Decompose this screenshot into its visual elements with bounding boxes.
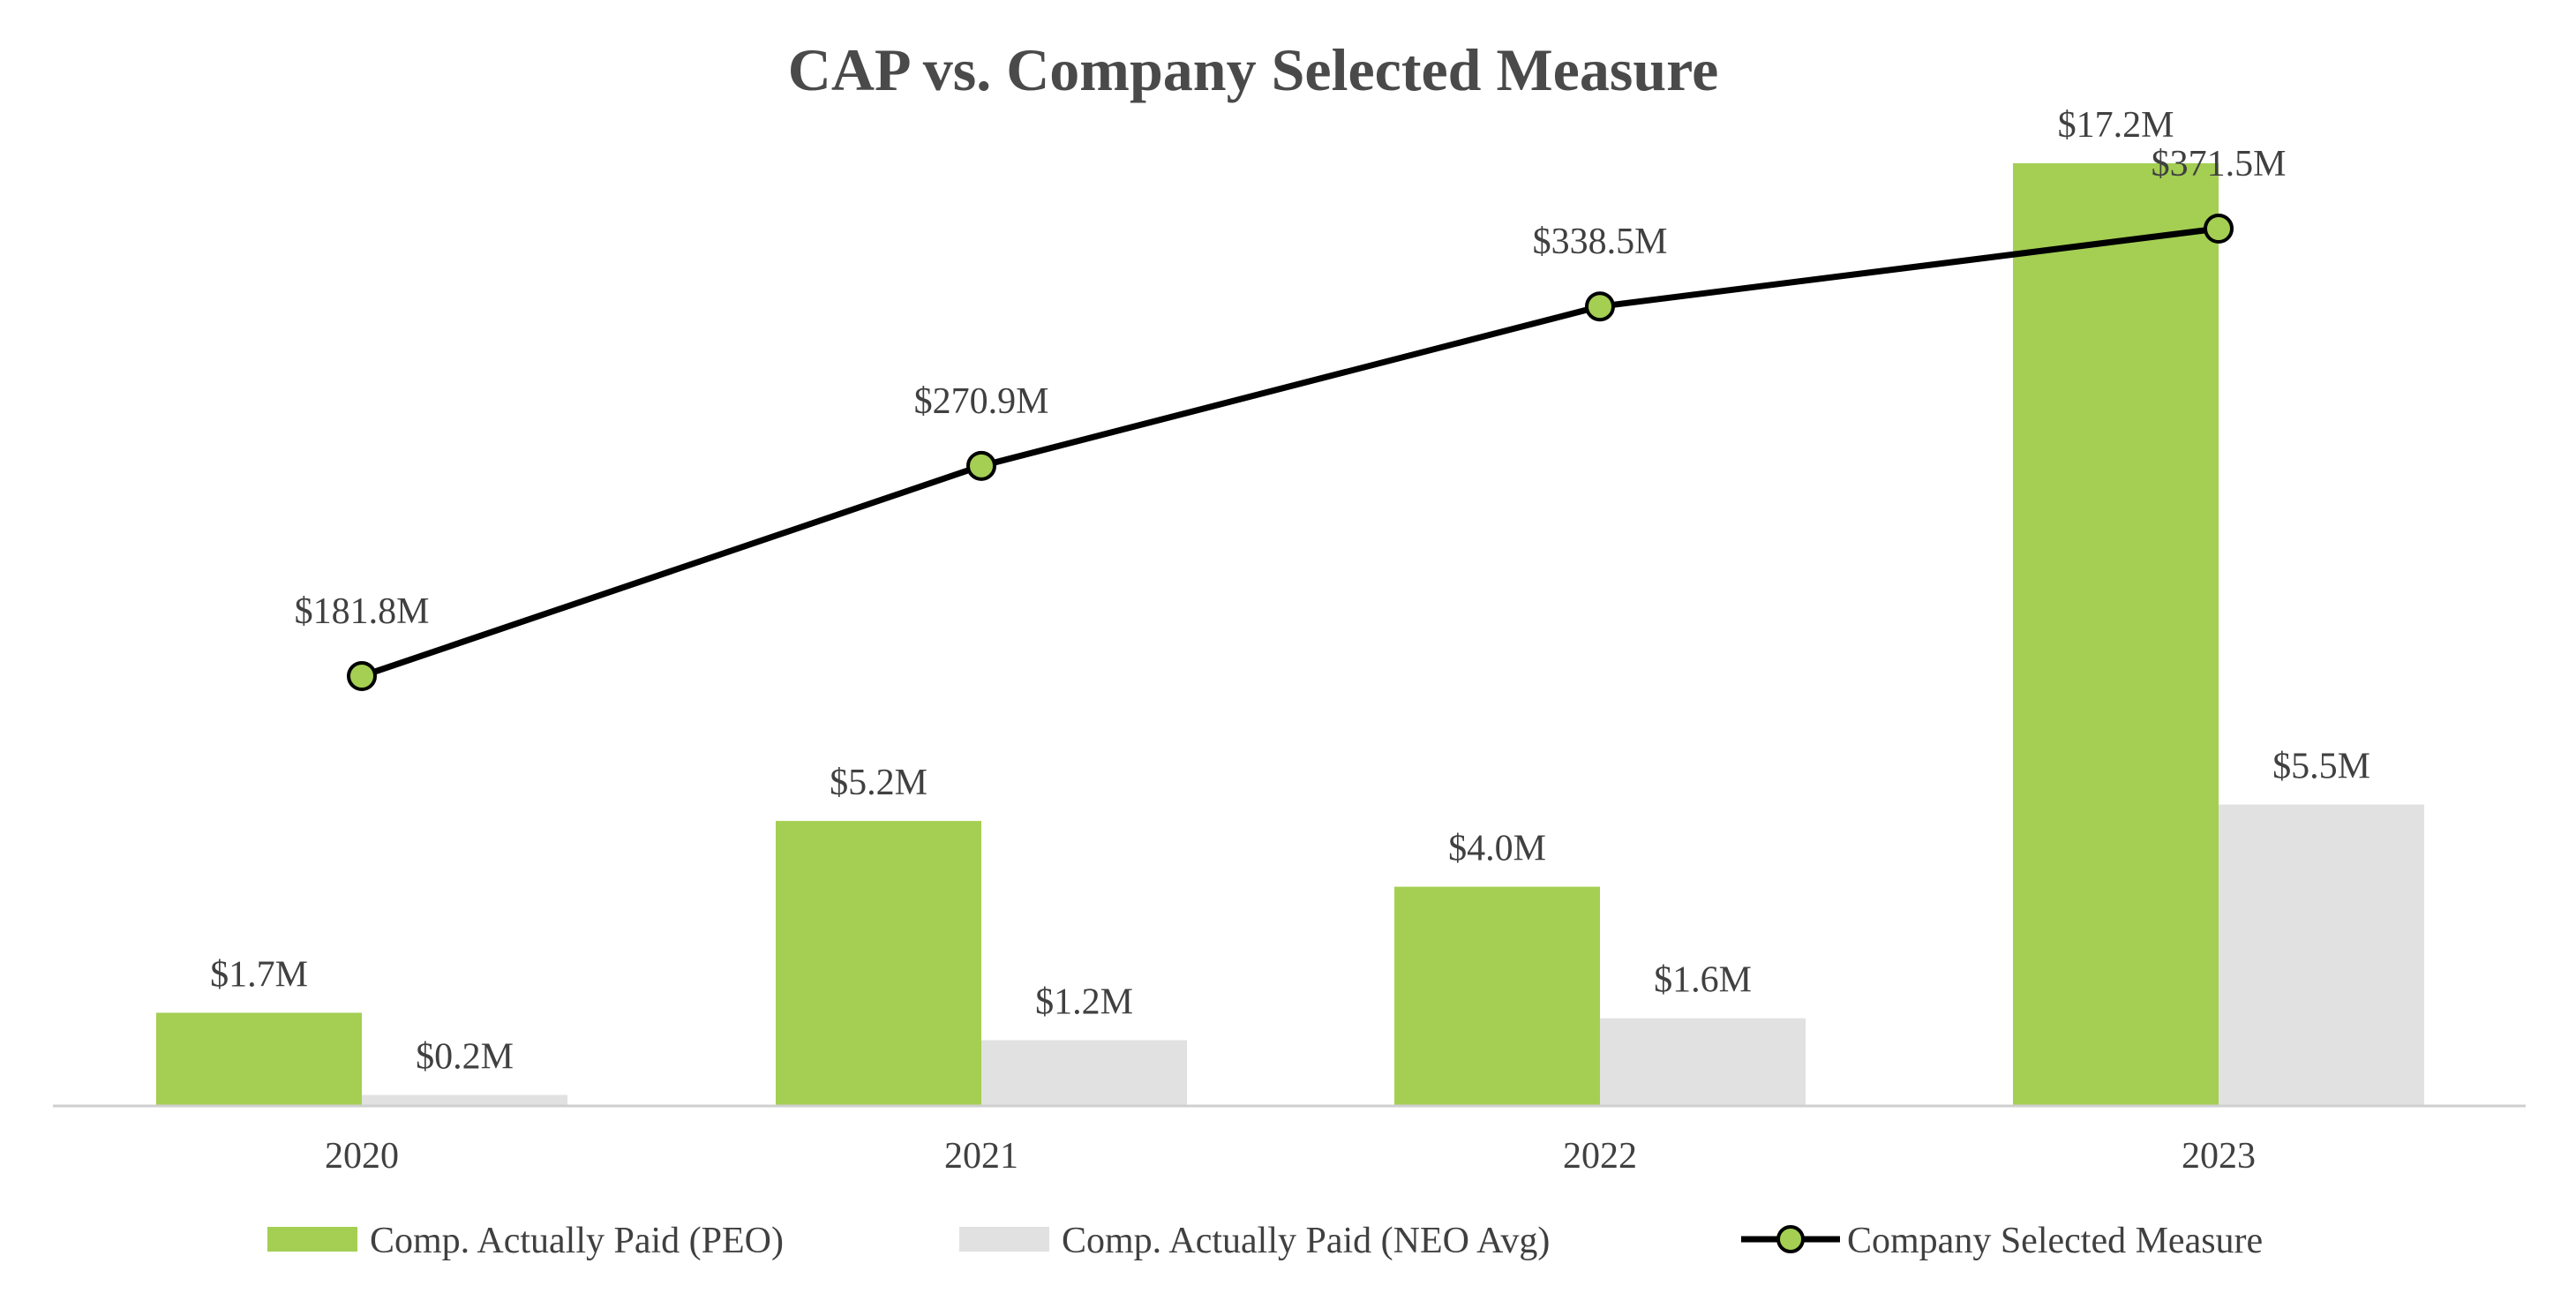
legend-item-peo: Comp. Actually Paid (PEO)	[267, 1221, 784, 1261]
line-company-selected-measure	[360, 225, 2219, 680]
labels-layer: $1.7M $0.2M $5.2M $1.2M $4.0M $1.6M $17.2M $5.5…	[210, 105, 2370, 1078]
x-tick-label-2022: 2022	[1563, 1136, 1637, 1177]
bar-neo-2020	[362, 1094, 567, 1106]
line-layer	[347, 214, 2234, 691]
data-label-neo-2020: $0.2M	[416, 1037, 514, 1078]
data-label-peo-2020: $1.7M	[210, 954, 308, 995]
ticks-layer: 2020 2021 2022 2023	[325, 1136, 2256, 1177]
bar-peo-2021	[776, 821, 981, 1106]
line-point-2022	[1585, 291, 1615, 322]
line-point-2020	[347, 661, 377, 691]
data-label-neo-2022: $1.6M	[1654, 960, 1752, 1001]
legend-label: Comp. Actually Paid (PEO)	[370, 1221, 784, 1261]
legend-item-neo: Comp. Actually Paid (NEO Avg)	[959, 1221, 1550, 1261]
legend-label: Company Selected Measure	[1847, 1221, 2263, 1261]
bar-peo-2020	[156, 1012, 362, 1106]
chart-title: CAP vs. Company Selected Measure	[788, 36, 1719, 103]
bar-neo-2023	[2219, 804, 2424, 1106]
line-point-2021	[966, 450, 996, 481]
x-tick-label-2023: 2023	[2182, 1136, 2256, 1177]
bar-peo-2023	[2013, 163, 2219, 1106]
x-tick-label-2021: 2021	[944, 1136, 1018, 1177]
data-label-peo-2021: $5.2M	[830, 763, 928, 803]
data-label-neo-2023: $5.5M	[2272, 746, 2370, 786]
data-label-neo-2021: $1.2M	[1035, 981, 1133, 1022]
bar-neo-2022	[1600, 1018, 1806, 1106]
legend-swatch	[267, 1227, 357, 1252]
data-label-peo-2022: $4.0M	[1448, 829, 1546, 869]
x-tick-label-2020: 2020	[325, 1136, 399, 1177]
line-label-2020: $181.8M	[295, 591, 430, 632]
legend-marker	[1776, 1225, 1805, 1253]
bar-peo-2022	[1394, 886, 1600, 1106]
legend: Comp. Actually Paid (PEO) Comp. Actually …	[267, 1221, 2263, 1261]
line-label-2021: $270.9M	[914, 381, 1049, 422]
line-label-2022: $338.5M	[1533, 222, 1668, 262]
legend-swatch	[959, 1227, 1049, 1252]
legend-label: Comp. Actually Paid (NEO Avg)	[1062, 1221, 1550, 1261]
data-label-peo-2023: $17.2M	[2058, 105, 2174, 146]
legend-item-measure: Company Selected Measure	[1741, 1221, 2263, 1261]
line-label-2023: $371.5M	[2152, 144, 2287, 184]
bar-neo-2021	[981, 1040, 1187, 1106]
bars-layer	[156, 163, 2424, 1106]
line-point-2023	[2204, 214, 2234, 244]
